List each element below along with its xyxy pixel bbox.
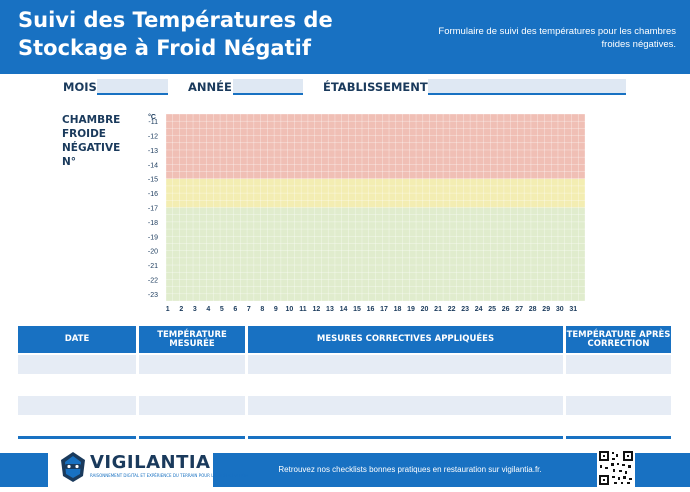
x-tick-label: 19 <box>407 306 415 313</box>
qr-code-icon <box>599 451 633 485</box>
x-tick-label: 10 <box>286 306 294 313</box>
table-cell-temp-apres[interactable] <box>566 355 671 374</box>
chamber-label: CHAMBRE FROIDE NÉGATIVE N° <box>62 113 120 169</box>
x-tick-label: 18 <box>394 306 402 313</box>
title-line-2: Stockage à Froid Négatif <box>18 36 311 60</box>
etablissement-field[interactable] <box>428 79 626 95</box>
table-header-temp-mesuree: TEMPÉRATURE MESURÉE <box>139 326 245 353</box>
chamber-line-3: NÉGATIVE <box>62 142 121 154</box>
x-tick-label: 24 <box>475 306 483 313</box>
y-tick-label: -17 <box>148 206 158 213</box>
x-tick-label: 16 <box>367 306 375 313</box>
x-tick-label: 11 <box>299 306 307 313</box>
y-tick-label: -13 <box>148 148 158 155</box>
table-row-divider <box>139 436 245 439</box>
y-tick-label: -23 <box>148 292 158 299</box>
x-tick-label: 20 <box>421 306 429 313</box>
table-header-mesures-correctives: MESURES CORRECTIVES APPLIQUÉES <box>248 326 563 353</box>
x-tick-label: 21 <box>434 306 442 313</box>
x-tick-label: 17 <box>380 306 388 313</box>
x-tick-label: 26 <box>502 306 510 313</box>
footer-text: Retrouvez nos checklists bonnes pratique… <box>278 465 542 474</box>
x-tick-label: 31 <box>569 306 577 313</box>
x-tick-label: 22 <box>448 306 456 313</box>
qr-code[interactable] <box>597 449 635 487</box>
logo-container <box>48 447 213 487</box>
table-cell-mesures[interactable] <box>248 396 563 415</box>
chamber-line-1: CHAMBRE <box>62 114 121 126</box>
x-tick-label: 29 <box>542 306 550 313</box>
x-tick-label: 5 <box>220 306 224 313</box>
x-tick-label: 28 <box>529 306 537 313</box>
y-tick-label: -14 <box>148 162 158 169</box>
x-tick-label: 1 <box>166 306 170 313</box>
vigilantia-mascot-icon <box>61 452 85 482</box>
table-cell-date[interactable] <box>18 355 136 374</box>
x-tick-label: 14 <box>340 306 348 313</box>
mois-label: MOIS <box>63 80 97 94</box>
x-tick-label: 30 <box>556 306 564 313</box>
table-cell-date[interactable] <box>18 396 136 415</box>
y-tick-label: -15 <box>148 177 158 184</box>
table-cell-temp-mesuree[interactable] <box>139 396 245 415</box>
x-tick-label: 9 <box>274 306 278 313</box>
x-tick-label: 25 <box>488 306 496 313</box>
y-tick-label: -12 <box>148 134 158 141</box>
mois-field[interactable] <box>97 79 168 95</box>
annee-field[interactable] <box>233 79 303 95</box>
brand-tagline: RAISONNEMENT DIGITAL ET EXPÉRIENCE DU TE… <box>90 473 248 478</box>
y-tick-label: -19 <box>148 234 158 241</box>
table-cell-temp-apres[interactable] <box>566 396 671 415</box>
x-tick-label: 27 <box>515 306 523 313</box>
x-tick-label: 15 <box>353 306 361 313</box>
title-line-1: Suivi des Températures de <box>18 8 333 32</box>
table-row-divider <box>248 436 563 439</box>
y-axis-unit: °C <box>148 113 156 121</box>
x-tick-label: 4 <box>206 306 210 313</box>
table-row-divider <box>566 436 671 439</box>
table-header-temp-apres-correction: TEMPÉRATURE APRÈS CORRECTION <box>566 326 671 353</box>
x-tick-label: 6 <box>233 306 237 313</box>
x-tick-label: 8 <box>260 306 264 313</box>
table-cell-mesures[interactable] <box>248 355 563 374</box>
page-title: Suivi des Températures de Stockage à Fro… <box>18 6 333 62</box>
chamber-line-2: FROIDE <box>62 128 106 140</box>
y-tick-label: -22 <box>148 277 158 284</box>
y-tick-label: -16 <box>148 191 158 198</box>
table-header-date: DATE <box>18 326 136 353</box>
x-tick-label: 23 <box>461 306 469 313</box>
y-tick-label: -21 <box>148 263 158 270</box>
brand-name: VIGILANTIA <box>90 452 211 473</box>
x-tick-label: 13 <box>326 306 334 313</box>
annee-label: ANNÉE <box>188 80 232 94</box>
table-cell-temp-mesuree[interactable] <box>139 355 245 374</box>
page-subtitle: Formulaire de suivi des températures pou… <box>438 26 676 50</box>
x-tick-label: 2 <box>179 306 183 313</box>
table-row-divider <box>18 436 136 439</box>
etablissement-label: ÉTABLISSEMENT <box>323 80 428 94</box>
y-tick-label: -20 <box>148 249 158 256</box>
y-tick-label: -11 <box>148 119 158 126</box>
x-tick-label: 7 <box>247 306 251 313</box>
chamber-line-4: N° <box>62 156 77 168</box>
header-banner: Suivi des Températures de Stockage à Fro… <box>0 0 690 74</box>
x-tick-label: 3 <box>193 306 197 313</box>
temperature-chart: °C-11 -12 -13 -14 -15 -16 -17 -18 -19 -20 -21 -22 -2… <box>148 113 586 313</box>
x-tick-label: 12 <box>313 306 321 313</box>
y-tick-label: -18 <box>148 220 158 227</box>
